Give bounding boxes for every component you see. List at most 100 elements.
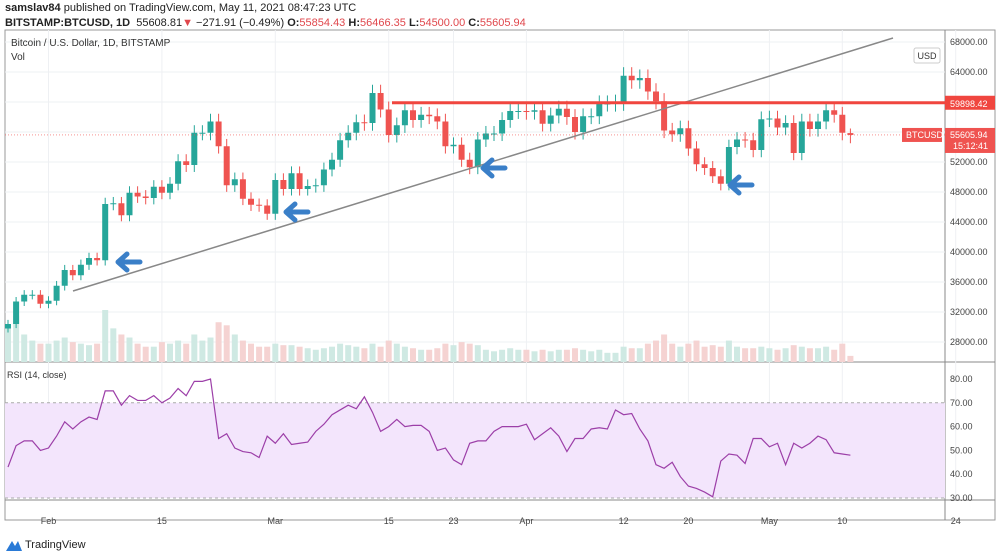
- candle-body: [653, 91, 659, 102]
- candle-body: [426, 114, 433, 117]
- volume-bar: [839, 343, 846, 362]
- volume-bar: [563, 349, 570, 362]
- close-label: C:: [468, 17, 480, 29]
- candle-body: [831, 110, 838, 115]
- volume-bar: [86, 345, 92, 362]
- price-tick-label: 68000.00: [950, 37, 988, 47]
- candle-body: [442, 121, 449, 147]
- volume-bar: [377, 346, 384, 362]
- volume-bar: [353, 346, 360, 362]
- volume-bar: [823, 346, 830, 362]
- candle-body: [264, 205, 271, 214]
- publish-text: published on TradingView.com, May 11, 20…: [63, 2, 357, 14]
- candle-body: [134, 192, 141, 197]
- candle-body: [418, 114, 425, 120]
- volume-bar: [175, 340, 182, 362]
- candle-body: [280, 180, 287, 189]
- candle-body: [798, 121, 805, 153]
- brand-text: TradingView: [25, 539, 86, 551]
- candle-body: [709, 168, 716, 177]
- volume-bar: [167, 343, 173, 362]
- arrow-left-icon: [480, 157, 508, 179]
- volume-bar: [215, 322, 222, 362]
- volume-bar: [499, 349, 506, 362]
- x-tick-label: Mar: [268, 516, 284, 526]
- volume-bar: [442, 343, 449, 362]
- high-label: H:: [348, 17, 360, 29]
- volume-bar: [661, 334, 668, 362]
- last-price-badge: [945, 127, 995, 153]
- close-value: 55605.94: [479, 17, 526, 29]
- rsi-tick-label: 60.00: [950, 422, 973, 432]
- volume-bar: [110, 328, 117, 362]
- candle-body: [515, 111, 522, 112]
- volume-bar: [361, 348, 368, 362]
- currency-badge: [913, 47, 941, 64]
- candle-body: [5, 324, 11, 329]
- x-tick-label: May: [761, 516, 779, 526]
- volume-bar: [296, 346, 303, 362]
- candle-body: [661, 101, 668, 131]
- volume-bar: [272, 343, 279, 362]
- tradingview-logo-icon: [6, 541, 22, 551]
- volume-bar: [401, 346, 408, 362]
- x-tick-label: 12: [619, 516, 629, 526]
- price-tick-label: 52000.00: [950, 157, 988, 167]
- volume-bar: [37, 343, 44, 362]
- volume-legend: Vol: [11, 52, 25, 63]
- candle-body: [466, 159, 473, 168]
- volume-bar: [782, 348, 789, 362]
- volume-bar: [717, 346, 724, 362]
- volume-bar: [118, 334, 125, 362]
- candle-body: [118, 203, 125, 216]
- symbol-badge-label: BTCUSD: [906, 130, 944, 140]
- x-tick-label: 15: [384, 516, 394, 526]
- candle-body: [701, 164, 708, 168]
- candle-body: [782, 123, 789, 128]
- volume-bar: [434, 348, 441, 362]
- down-arrow-icon: ▼: [182, 17, 193, 29]
- symbol: BITSTAMP:BTCUSD, 1D: [5, 17, 131, 29]
- publish-info: samslav84 published on TradingView.com, …: [5, 2, 356, 14]
- candle-body: [458, 144, 465, 160]
- author[interactable]: samslav84: [5, 2, 61, 14]
- currency-label: USD: [917, 51, 937, 61]
- volume-bar: [53, 340, 60, 362]
- volume-bar: [531, 351, 538, 362]
- candle-body: [572, 117, 578, 132]
- candle-body: [717, 176, 724, 184]
- candle-body: [628, 75, 635, 81]
- tradingview-logo[interactable]: TradingView: [6, 539, 86, 551]
- candle-body: [110, 203, 117, 205]
- volume-bar: [539, 349, 546, 362]
- rsi-band: [5, 402, 945, 498]
- candle-body: [86, 258, 92, 265]
- candle-body: [750, 140, 757, 150]
- volume-bar: [337, 343, 344, 362]
- candle-body: [21, 294, 28, 302]
- volume-bar: [288, 345, 295, 362]
- volume-bar: [515, 349, 522, 362]
- volume-bar: [45, 343, 52, 362]
- candle-body: [547, 115, 554, 124]
- candle-body: [191, 132, 198, 165]
- volume-bar: [815, 348, 821, 362]
- candle-body: [588, 116, 595, 118]
- candle-body: [199, 132, 206, 134]
- volume-bar: [21, 334, 28, 362]
- candle-body: [523, 111, 530, 112]
- volume-bar: [798, 346, 805, 362]
- candle-body: [126, 192, 133, 216]
- candle-body: [491, 133, 497, 135]
- volume-bar: [709, 345, 716, 362]
- resistance-price-badge: [945, 95, 995, 110]
- candle-body: [482, 133, 489, 140]
- volume-bar: [223, 325, 230, 362]
- volume-bar: [329, 346, 335, 362]
- volume-bar: [847, 355, 854, 362]
- candle-body: [636, 78, 643, 81]
- volume-bar: [491, 351, 497, 362]
- resistance-price-label: 59898.42: [950, 99, 988, 109]
- candle-body: [77, 264, 84, 276]
